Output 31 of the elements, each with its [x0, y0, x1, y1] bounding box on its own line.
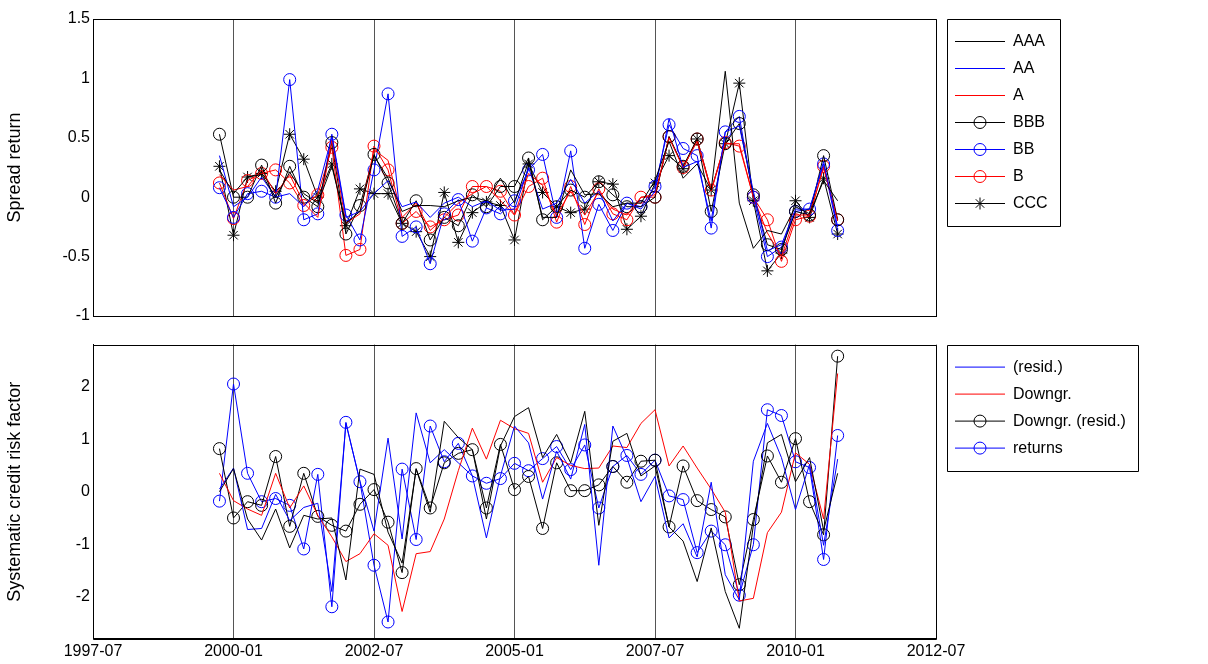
x-tick-label: 2005-01	[485, 641, 544, 659]
y-axis-title: Systematic credit risk factor	[3, 381, 24, 602]
legend-label: (resid.)	[1013, 357, 1063, 375]
legend-label: BB	[1013, 139, 1035, 157]
x-tick-label: 2000-01	[204, 641, 263, 659]
y-tick-label: -1	[75, 534, 91, 552]
y-tick-label: 2	[81, 377, 91, 395]
y-tick-label: -0.5	[62, 247, 91, 265]
y-tick-label: 1.5	[67, 9, 91, 27]
y-tick-label: 0.5	[67, 128, 91, 146]
x-tick-label: 2010-01	[766, 641, 825, 659]
y-tick-label: -2	[75, 587, 91, 605]
legend-label: BBB	[1013, 112, 1046, 130]
x-tick-label: 2007-07	[625, 641, 685, 659]
x-tick-label: 2002-07	[344, 641, 404, 659]
legend-label: Downgr. (resid.)	[1013, 411, 1126, 429]
legend-label: returns	[1013, 438, 1063, 456]
legend-label: AAA	[1013, 31, 1046, 49]
x-tick-label: 1997-07	[63, 641, 123, 659]
legend-label: AA	[1013, 58, 1035, 76]
legend-label: CCC	[1013, 193, 1048, 211]
y-tick-label: 1	[81, 68, 91, 86]
y-tick-label: -1	[75, 306, 91, 324]
legend-label: B	[1013, 166, 1024, 184]
y-tick-label: 1	[81, 429, 91, 447]
y-axis-title: Spread return	[3, 112, 24, 223]
x-tick-label: 2012-07	[906, 641, 966, 659]
y-tick-label: 0	[81, 482, 91, 500]
legend-label: Downgr.	[1013, 384, 1072, 402]
y-tick-label: 0	[81, 187, 91, 205]
legend-label: A	[1013, 85, 1024, 103]
